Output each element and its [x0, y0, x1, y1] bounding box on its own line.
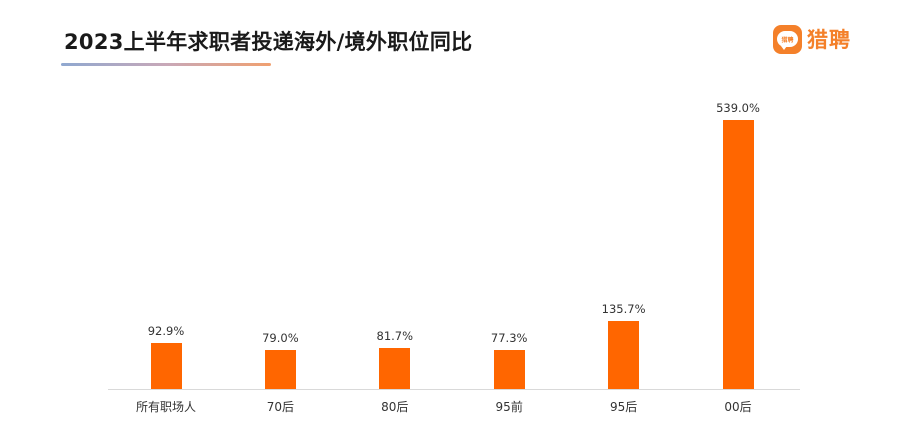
category-label: 80后: [381, 400, 409, 414]
bar: [493, 350, 525, 389]
logo-text: 猎聘: [807, 28, 851, 52]
bar-value-label: 81.7%: [376, 329, 414, 343]
bar-value-label: 79.0%: [262, 331, 299, 345]
bar: [150, 343, 182, 389]
bar-value-label: 77.3%: [490, 331, 528, 345]
title-underline: [61, 63, 271, 66]
category-label: 95后: [609, 400, 638, 414]
liepin-logo: 猎聘 猎聘: [773, 24, 851, 54]
logo-icon-text: 猎聘: [777, 31, 798, 50]
bar: [264, 350, 296, 389]
bar-value-label: 92.9%: [147, 324, 185, 338]
category-label: 所有职场人: [135, 400, 196, 414]
category-label: 70后: [266, 400, 295, 414]
bar: [379, 348, 411, 389]
x-axis-baseline: [108, 389, 800, 390]
bar: [722, 120, 754, 389]
category-label: 00后: [724, 400, 752, 414]
bar-value-label: 135.7%: [601, 302, 646, 316]
category-label: 95前: [495, 400, 523, 414]
bar: [608, 321, 640, 389]
page-title: 2023上半年求职者投递海外/境外职位同比: [64, 30, 473, 54]
speech-bubble-icon: 猎聘: [773, 24, 802, 54]
bar-value-label: 539.0%: [716, 101, 760, 115]
